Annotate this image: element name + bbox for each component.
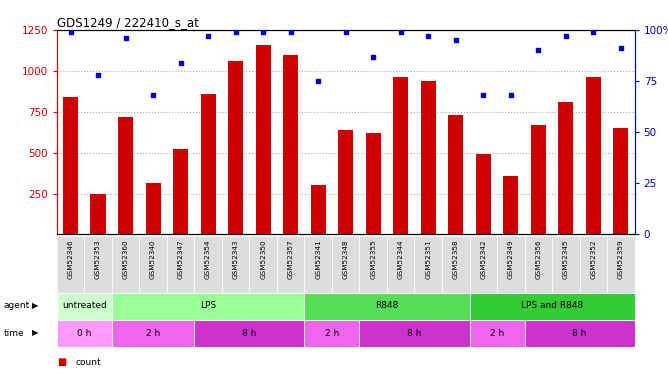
Bar bbox=[387, 236, 414, 292]
Text: LPS: LPS bbox=[200, 302, 216, 310]
Text: 2 h: 2 h bbox=[146, 328, 160, 338]
Text: untreated: untreated bbox=[62, 302, 107, 310]
Bar bbox=[448, 115, 464, 234]
Text: GSM52353: GSM52353 bbox=[95, 239, 101, 279]
Text: GSM52354: GSM52354 bbox=[205, 239, 211, 279]
Text: 8 h: 8 h bbox=[407, 328, 422, 338]
Bar bbox=[338, 130, 353, 234]
Text: 0 h: 0 h bbox=[77, 328, 92, 338]
Text: GSM52351: GSM52351 bbox=[426, 239, 432, 279]
Text: GSM52340: GSM52340 bbox=[150, 239, 156, 279]
Bar bbox=[249, 236, 277, 292]
Text: GSM52347: GSM52347 bbox=[178, 239, 184, 279]
Bar bbox=[140, 236, 167, 292]
Bar bbox=[470, 320, 524, 346]
Bar bbox=[167, 236, 194, 292]
Text: GSM52345: GSM52345 bbox=[563, 239, 569, 279]
Bar bbox=[277, 236, 305, 292]
Bar bbox=[305, 236, 332, 292]
Bar bbox=[497, 236, 524, 292]
Bar bbox=[283, 54, 298, 234]
Text: GSM52359: GSM52359 bbox=[618, 239, 624, 279]
Bar bbox=[332, 236, 359, 292]
Text: GSM52342: GSM52342 bbox=[480, 239, 486, 279]
Bar bbox=[476, 154, 491, 234]
Bar bbox=[194, 320, 305, 346]
Bar bbox=[57, 236, 84, 292]
Text: 2 h: 2 h bbox=[325, 328, 339, 338]
Text: GSM52341: GSM52341 bbox=[315, 239, 321, 279]
Text: GSM52355: GSM52355 bbox=[370, 239, 376, 279]
Bar bbox=[359, 320, 470, 346]
Bar bbox=[57, 320, 112, 346]
Bar bbox=[90, 194, 106, 234]
Bar bbox=[531, 125, 546, 234]
Text: time: time bbox=[3, 328, 24, 338]
Bar bbox=[112, 292, 305, 320]
Bar bbox=[228, 61, 243, 234]
Text: LPS and R848: LPS and R848 bbox=[521, 302, 583, 310]
Bar bbox=[57, 292, 112, 320]
Text: count: count bbox=[75, 358, 101, 367]
Bar bbox=[112, 236, 140, 292]
Text: GSM52348: GSM52348 bbox=[343, 239, 349, 279]
Bar bbox=[194, 236, 222, 292]
Bar bbox=[146, 183, 160, 234]
Text: agent: agent bbox=[3, 302, 29, 310]
Bar bbox=[524, 320, 635, 346]
Text: GSM52360: GSM52360 bbox=[122, 239, 128, 279]
Text: GSM52357: GSM52357 bbox=[288, 239, 294, 279]
Text: GSM52344: GSM52344 bbox=[397, 239, 403, 279]
Bar bbox=[503, 176, 518, 234]
Bar bbox=[442, 236, 470, 292]
Bar bbox=[256, 45, 271, 234]
Bar bbox=[118, 117, 133, 234]
Text: R848: R848 bbox=[375, 302, 399, 310]
Bar bbox=[173, 149, 188, 234]
Bar bbox=[359, 236, 387, 292]
Text: ■: ■ bbox=[57, 357, 66, 367]
Bar bbox=[552, 236, 580, 292]
Bar bbox=[305, 320, 359, 346]
Text: GSM52352: GSM52352 bbox=[591, 239, 597, 279]
Text: GSM52343: GSM52343 bbox=[232, 239, 238, 279]
Bar bbox=[524, 236, 552, 292]
Bar bbox=[586, 77, 601, 234]
Text: GSM52358: GSM52358 bbox=[453, 239, 459, 279]
Bar bbox=[63, 97, 78, 234]
Bar bbox=[305, 292, 470, 320]
Bar bbox=[470, 292, 635, 320]
Bar bbox=[414, 236, 442, 292]
Text: GSM52346: GSM52346 bbox=[67, 239, 73, 279]
Text: GSM52356: GSM52356 bbox=[535, 239, 541, 279]
Bar bbox=[558, 102, 573, 234]
Bar bbox=[222, 236, 249, 292]
Bar bbox=[613, 128, 629, 234]
Text: 2 h: 2 h bbox=[490, 328, 504, 338]
Text: ▶: ▶ bbox=[32, 302, 39, 310]
Bar bbox=[311, 184, 326, 234]
Bar bbox=[84, 236, 112, 292]
Bar bbox=[580, 236, 607, 292]
Bar bbox=[470, 236, 497, 292]
Text: GSM52350: GSM52350 bbox=[260, 239, 266, 279]
Bar bbox=[112, 320, 194, 346]
Text: 8 h: 8 h bbox=[242, 328, 257, 338]
Bar bbox=[421, 81, 436, 234]
Text: GSM52349: GSM52349 bbox=[508, 239, 514, 279]
Bar bbox=[607, 236, 635, 292]
Text: GDS1249 / 222410_s_at: GDS1249 / 222410_s_at bbox=[57, 16, 198, 29]
Text: ▶: ▶ bbox=[32, 328, 39, 338]
Bar bbox=[393, 77, 408, 234]
Bar bbox=[200, 94, 216, 234]
Text: 8 h: 8 h bbox=[572, 328, 587, 338]
Bar bbox=[365, 133, 381, 234]
